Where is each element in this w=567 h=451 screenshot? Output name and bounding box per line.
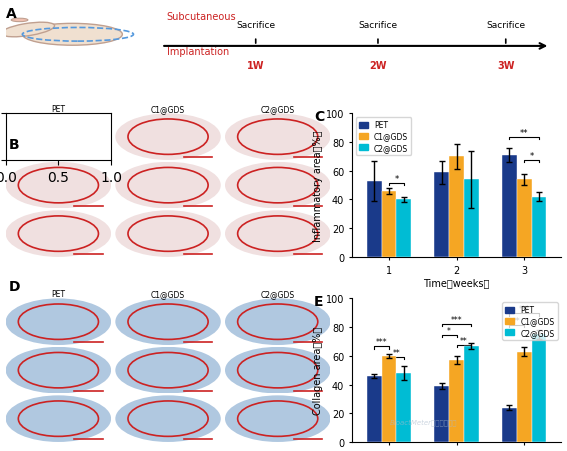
- Ellipse shape: [6, 347, 111, 394]
- Text: ***: ***: [376, 338, 387, 347]
- Text: Sacrifice: Sacrifice: [358, 22, 397, 30]
- Title: PET: PET: [52, 105, 65, 114]
- X-axis label: Time（weeks）: Time（weeks）: [424, 278, 490, 288]
- Text: D: D: [9, 280, 20, 294]
- Text: 1W: 1W: [247, 60, 264, 70]
- Bar: [382, 356, 396, 442]
- Title: C2@GDS: C2@GDS: [261, 290, 295, 299]
- Text: Sacrifice: Sacrifice: [486, 22, 526, 30]
- Ellipse shape: [11, 19, 28, 23]
- Text: 3W: 3W: [497, 60, 514, 70]
- Title: C2@GDS: C2@GDS: [261, 105, 295, 114]
- Legend: PET, C1@GDS, C2@GDS: PET, C1@GDS, C2@GDS: [356, 118, 411, 156]
- Bar: [502, 156, 517, 258]
- Bar: [464, 346, 479, 442]
- Text: **: **: [460, 336, 468, 345]
- Ellipse shape: [115, 162, 221, 209]
- Text: *: *: [447, 326, 451, 335]
- Ellipse shape: [6, 114, 111, 161]
- Bar: [434, 173, 449, 258]
- Bar: [396, 373, 411, 442]
- Ellipse shape: [225, 211, 331, 258]
- Text: Implantation: Implantation: [167, 47, 229, 57]
- Ellipse shape: [225, 114, 331, 161]
- Text: **: **: [520, 129, 528, 138]
- Text: ***: ***: [451, 315, 462, 324]
- Text: 2W: 2W: [369, 60, 387, 70]
- Bar: [449, 360, 464, 442]
- Text: BioactMeter生物活性材料: BioactMeter生物活性材料: [390, 418, 457, 425]
- Y-axis label: Inflammatory area（%）: Inflammatory area（%）: [313, 130, 323, 241]
- Title: C1@GDS: C1@GDS: [151, 105, 185, 114]
- Text: ***: ***: [518, 305, 530, 314]
- Y-axis label: Collagen area（%）: Collagen area（%）: [313, 327, 323, 414]
- Bar: [532, 197, 547, 258]
- Text: **: **: [392, 348, 400, 357]
- Text: B: B: [9, 138, 19, 152]
- Ellipse shape: [115, 347, 221, 394]
- Ellipse shape: [225, 162, 331, 209]
- Bar: [464, 180, 479, 258]
- Bar: [517, 352, 532, 442]
- Text: E: E: [314, 295, 324, 308]
- Ellipse shape: [6, 162, 111, 209]
- Ellipse shape: [1, 23, 54, 38]
- Ellipse shape: [225, 299, 331, 345]
- Text: **: **: [513, 316, 521, 325]
- Text: *: *: [530, 152, 534, 161]
- Bar: [502, 408, 517, 442]
- Bar: [449, 157, 464, 258]
- Ellipse shape: [115, 114, 221, 161]
- Text: A: A: [6, 7, 16, 21]
- Bar: [382, 192, 396, 258]
- Legend: PET, C1@GDS, C2@GDS: PET, C1@GDS, C2@GDS: [502, 303, 557, 340]
- Bar: [367, 376, 382, 442]
- Text: *: *: [394, 175, 399, 184]
- Ellipse shape: [6, 211, 111, 258]
- Bar: [517, 180, 532, 258]
- Ellipse shape: [115, 396, 221, 442]
- Ellipse shape: [6, 396, 111, 442]
- Ellipse shape: [225, 396, 331, 442]
- Bar: [434, 386, 449, 442]
- Text: C: C: [314, 110, 324, 124]
- Title: PET: PET: [52, 290, 65, 299]
- Ellipse shape: [22, 24, 122, 46]
- Bar: [396, 200, 411, 258]
- Ellipse shape: [6, 299, 111, 345]
- Text: Subcutaneous: Subcutaneous: [167, 12, 236, 22]
- Text: Sacrifice: Sacrifice: [236, 22, 276, 30]
- Bar: [532, 335, 547, 442]
- Ellipse shape: [225, 347, 331, 394]
- Bar: [367, 181, 382, 258]
- Title: C1@GDS: C1@GDS: [151, 290, 185, 299]
- Ellipse shape: [115, 299, 221, 345]
- Ellipse shape: [115, 211, 221, 258]
